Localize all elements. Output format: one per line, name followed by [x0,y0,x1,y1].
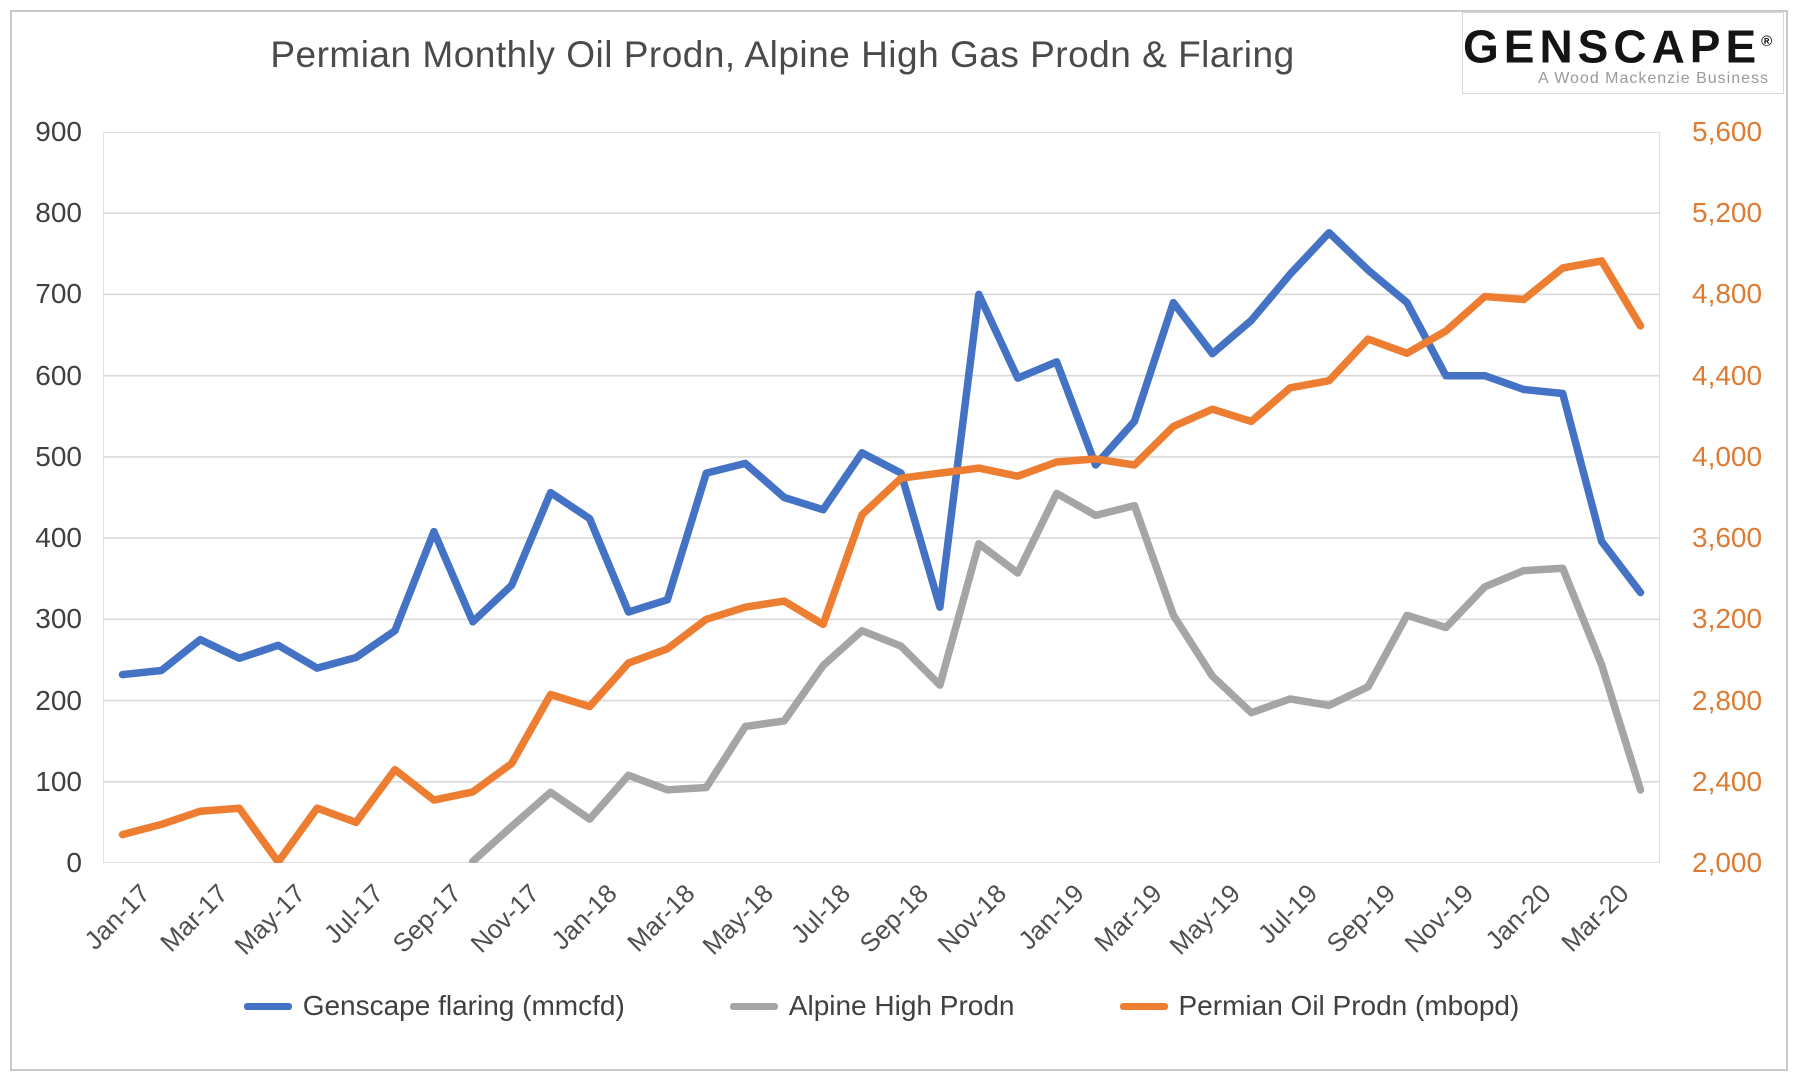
left-axis-tick-label: 300 [35,603,82,635]
left-axis-tick-label: 600 [35,359,82,391]
right-axis-tick-label: 2,400 [1692,765,1763,797]
legend-label: Genscape flaring (mmcfd) [302,990,625,1021]
chart-outer-border [10,10,1788,1071]
right-axis-tick-label: 4,000 [1692,440,1763,472]
left-axis-tick-label: 100 [35,765,82,797]
series-line-alpine-high-prodn [469,489,1645,866]
legend-label: Alpine High Prodn [788,990,1015,1021]
right-axis-tick-label: 5,600 [1692,116,1763,147]
plot-area [102,131,1661,866]
series-line-permian-oil-prodn-mbopd [118,257,1645,866]
legend-swatch-icon [729,1002,778,1010]
right-axis-tick-label: 4,800 [1692,278,1763,310]
series-line-genscape-flaring-mmcfd [118,228,1645,679]
genscape-logo: GENSCAPE® A Wood Mackenzie Business [1462,12,1784,94]
chart-plot-svg [102,131,1661,866]
right-axis-tick-label: 3,200 [1692,603,1763,635]
left-axis-tick-label: 500 [35,440,82,472]
genscape-logo-wordmark: GENSCAPE® [1463,20,1773,73]
right-axis-tick-label: 2,800 [1692,684,1763,716]
genscape-logo-tagline: A Wood Mackenzie Business [1537,70,1769,88]
left-axis-tick-label: 800 [35,197,82,229]
legend-item-0: Genscape flaring (mmcfd) [243,990,625,1022]
right-axis-tick-label: 3,600 [1692,522,1763,554]
left-axis-tick-label: 400 [35,522,82,554]
right-axis-tick-label: 5,200 [1692,197,1763,229]
registered-trademark-symbol: ® [1761,33,1773,50]
legend-label: Permian Oil Prodn (mbopd) [1178,990,1520,1021]
left-axis-tick-label: 0 [66,847,82,878]
chart-title: Permian Monthly Oil Prodn, Alpine High G… [270,34,1295,75]
legend-swatch-icon [243,1002,292,1010]
right-axis-tick-label: 4,400 [1692,359,1763,391]
left-axis-tick-label: 900 [35,116,82,147]
legend-item-2: Permian Oil Prodn (mbopd) [1119,990,1520,1022]
left-axis-tick-label: 700 [35,278,82,310]
legend-swatch-icon [1119,1002,1168,1010]
chart-legend: Genscape flaring (mmcfd) Alpine High Prod… [103,990,1660,1022]
left-axis-tick-label: 200 [35,684,82,716]
legend-item-1: Alpine High Prodn [729,990,1015,1022]
right-axis-tick-label: 2,000 [1692,847,1763,878]
